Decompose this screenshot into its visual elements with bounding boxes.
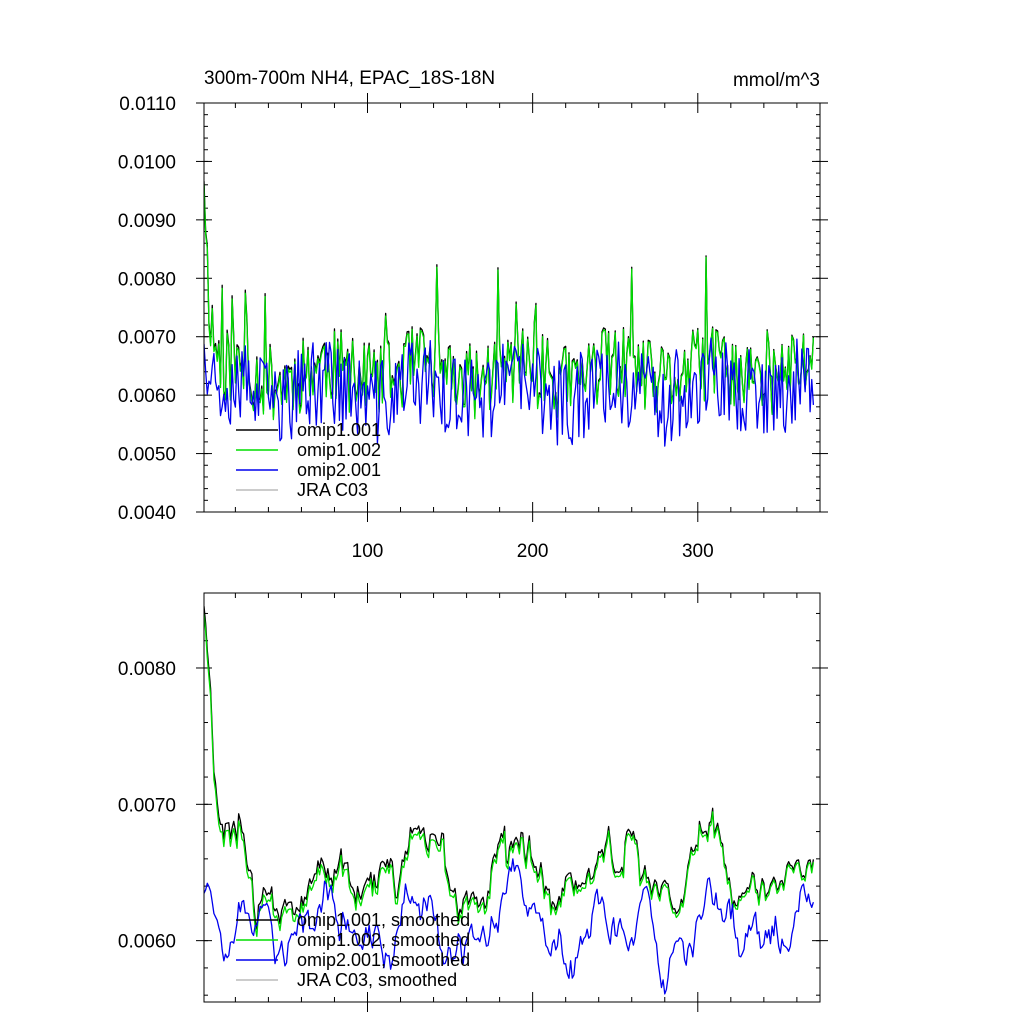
y-tick-label: 0.0090 (118, 211, 176, 232)
y-tick-label: 0.0100 (118, 152, 176, 173)
legend-label: JRA C03 (297, 480, 368, 500)
legend-label: omip1.002, smoothed (297, 930, 470, 950)
y-tick-label: 0.0050 (118, 445, 176, 466)
x-tick-label: 300 (682, 541, 714, 562)
legend-label: omip1.001 (297, 420, 381, 440)
series-line-omip2-001 (204, 337, 815, 447)
plot-frame (203, 102, 821, 513)
legend-label: omip1.001, smoothed (297, 910, 470, 930)
series-line-omip1-001-smoothed (204, 606, 815, 930)
plot-frame (203, 592, 821, 1003)
x-tick-label: 100 (352, 541, 384, 562)
series-line-omip1-002-smoothed (204, 613, 815, 938)
y-tick-label: 0.0070 (118, 328, 176, 349)
axis-ticks: 0.0040 0.0050 0.0060 0.0070 0.0080 0.0090 0.01… (118, 93, 828, 562)
y-tick-label: 0.0040 (118, 503, 176, 524)
legend-label: omip2.001, smoothed (297, 950, 470, 970)
y-tick-label: 0.0070 (118, 795, 176, 816)
top-panel: 300m-700m NH4, EPAC_18S-18N mmol/m^3 0.0… (118, 68, 828, 562)
axis-ticks: 0.0060 0.0070 0.0080 (118, 583, 828, 1012)
series-lines (204, 181, 815, 447)
legend-label: omip2.001 (297, 460, 381, 480)
series-lines (204, 606, 815, 995)
y-tick-label: 0.0080 (118, 269, 176, 290)
y-tick-label: 0.0080 (118, 659, 176, 680)
x-tick-label: 200 (517, 541, 549, 562)
legend-label: omip1.002 (297, 440, 381, 460)
chart-title: 300m-700m NH4, EPAC_18S-18N (204, 68, 495, 89)
series-line-omip2-001-smoothed (204, 858, 815, 995)
y-tick-label: 0.0110 (119, 94, 176, 115)
legend-label: JRA C03, smoothed (297, 970, 457, 990)
units-label: mmol/m^3 (733, 70, 820, 91)
y-tick-label: 0.0060 (118, 932, 176, 953)
y-tick-label: 0.0060 (118, 386, 176, 407)
